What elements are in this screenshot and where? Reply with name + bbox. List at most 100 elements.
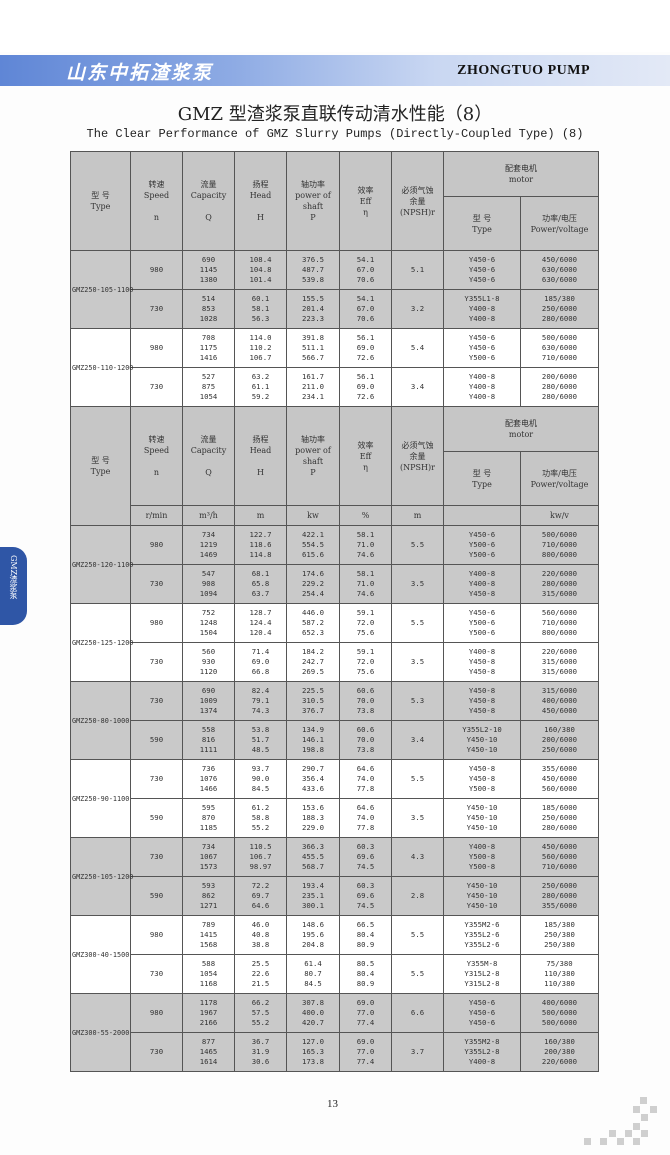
model-cell: GMZ250-120-1100 <box>70 525 133 604</box>
motor-power-cell: 200/6000 280/6000 280/6000 <box>520 367 599 407</box>
power-cell: 391.8 511.1 566.7 <box>286 328 340 368</box>
power-cell: 307.8 400.0 420.7 <box>286 993 340 1033</box>
deco-square <box>617 1138 624 1145</box>
head-cell: 66.2 57.5 55.2 <box>234 993 287 1033</box>
page-title: GMZ 型渣浆泵直联传动清水性能（8） <box>177 104 493 125</box>
eff-cell: 69.0 77.0 77.4 <box>339 1032 392 1072</box>
motor-power-cell: 315/6000 400/6000 450/6000 <box>520 681 599 721</box>
motor-power-cell: 500/6000 630/6000 710/6000 <box>520 328 599 368</box>
header-band <box>0 55 670 86</box>
header-capacity: 流量 Capacity Q <box>182 151 235 251</box>
motor-type-cell: Y450-6 Y450-6 Y450-6 <box>443 993 521 1033</box>
model-cell: GMZ250-80-1000 <box>70 681 131 760</box>
motor-power-cell: 75/380 110/380 110/380 <box>520 954 599 994</box>
table-row: 590 558 816 1111 53.8 51.7 48.5 134.9 146.1… <box>71 720 599 760</box>
speed-cell: 730 <box>130 642 183 682</box>
capacity-cell: 514 853 1028 <box>182 289 235 329</box>
head-cell: 128.7 124.4 120.4 <box>234 603 287 643</box>
capacity-cell: 547 908 1094 <box>182 564 235 604</box>
unit-cell: kw/v <box>520 505 599 526</box>
deco-square <box>633 1138 640 1145</box>
table-row: GMZ250-105-1100 980 690 1145 1380 108.4 104… <box>70 250 599 329</box>
npsh-cell: 3.5 <box>391 642 444 682</box>
npsh-cell: 4.3 <box>391 837 444 877</box>
motor-type-cell: Y355M-8 Y315L2-8 Y315L2-8 <box>443 954 521 994</box>
side-tab: GMZ渣浆泵 <box>0 547 27 625</box>
head-cell: 114.0 110.2 106.7 <box>234 328 287 368</box>
page-number: 13 <box>327 1098 338 1110</box>
capacity-cell: 734 1219 1469 <box>182 525 235 565</box>
header-row: 型 号 Type 转速 Speed n 流量 Capacity Q 扬程 Head H… <box>70 406 599 526</box>
table-row: GMZ250-80-1000 730 690 1009 1374 82.4 79.1 … <box>70 681 599 760</box>
motor-power-cell: 220/6000 315/6000 315/6000 <box>520 642 599 682</box>
capacity-cell: 527 875 1054 <box>182 367 235 407</box>
speed-cell: 590 <box>130 720 183 760</box>
power-cell: 61.4 80.7 84.5 <box>286 954 340 994</box>
eff-cell: 60.3 69.6 74.5 <box>339 837 392 877</box>
capacity-cell: 595 870 1185 <box>182 798 235 838</box>
unit-cell: % <box>339 505 392 526</box>
npsh-cell: 6.6 <box>391 993 444 1033</box>
table-row: GMZ250-110-1200 980 708 1175 1416 114.0 110… <box>70 328 599 407</box>
power-cell: 422.1 554.5 615.6 <box>286 525 340 565</box>
speed-cell: 980 <box>130 993 183 1033</box>
eff-cell: 60.3 69.6 74.5 <box>339 876 392 916</box>
header-motor-type: 型 号 Type <box>443 196 521 251</box>
table-row: GMZ250-105-1200 730 734 1067 1573 110.5 106… <box>70 837 599 916</box>
header-motor-power: 功率/电压 Power/voltage <box>520 451 599 506</box>
capacity-cell: 690 1009 1374 <box>182 681 235 721</box>
table-row: GMZ300-55-2000 980 1178 1967 2166 66.2 57.5… <box>70 993 599 1072</box>
speed-cell: 590 <box>130 798 183 838</box>
power-cell: 134.9 146.1 198.8 <box>286 720 340 760</box>
model-cell: GMZ250-105-1200 <box>70 837 133 916</box>
motor-type-cell: Y355M2-8 Y355L2-8 Y400-8 <box>443 1032 521 1072</box>
power-cell: 153.6 188.3 229.0 <box>286 798 340 838</box>
eff-cell: 66.5 80.4 80.9 <box>339 915 392 955</box>
speed-cell: 730 <box>130 367 183 407</box>
speed-cell: 980 <box>130 525 183 565</box>
head-cell: 25.5 22.6 21.5 <box>234 954 287 994</box>
npsh-cell: 5.4 <box>391 328 444 368</box>
unit-cell: m <box>234 505 287 526</box>
deco-square <box>633 1106 640 1113</box>
eff-cell: 59.1 72.0 75.6 <box>339 642 392 682</box>
power-cell: 376.5 487.7 539.8 <box>286 250 340 290</box>
speed-cell: 730 <box>130 837 183 877</box>
deco-square <box>625 1130 632 1137</box>
capacity-cell: 734 1067 1573 <box>182 837 235 877</box>
capacity-cell: 752 1248 1504 <box>182 603 235 643</box>
deco-square <box>650 1106 657 1113</box>
capacity-cell: 560 930 1120 <box>182 642 235 682</box>
power-cell: 148.6 195.6 204.8 <box>286 915 340 955</box>
head-cell: 61.2 58.8 55.2 <box>234 798 287 838</box>
npsh-cell: 3.5 <box>391 798 444 838</box>
table-row: 590 593 862 1271 72.2 69.7 64.6 193.4 235.1… <box>71 876 599 916</box>
motor-power-cell: 220/6000 280/6000 315/6000 <box>520 564 599 604</box>
header-speed: 转速 Speed n <box>130 406 183 506</box>
motor-type-cell: Y450-6 Y500-6 Y500-6 <box>443 603 521 643</box>
head-cell: 63.2 61.1 59.2 <box>234 367 287 407</box>
deco-square <box>609 1130 616 1137</box>
model-cell: GMZ250-90-1100 <box>70 759 131 838</box>
header-power: 轴功率 power of shaft P <box>286 406 340 506</box>
header-motor-type: 型 号 Type <box>443 451 521 506</box>
head-cell: 53.8 51.7 48.5 <box>234 720 287 760</box>
motor-type-cell: Y400-8 Y500-8 Y500-8 <box>443 837 521 877</box>
brand-name-en: ZHONGTUO PUMP <box>457 63 590 78</box>
motor-power-cell: 160/380 200/380 220/6000 <box>520 1032 599 1072</box>
speed-cell: 730 <box>130 564 183 604</box>
unit-cell: r/min <box>130 505 183 526</box>
header-type: 型 号 Type <box>70 151 131 251</box>
eff-cell: 56.1 69.0 72.6 <box>339 367 392 407</box>
motor-power-cell: 450/6000 560/6000 710/6000 <box>520 837 599 877</box>
motor-type-cell: Y450-8 Y450-8 Y500-8 <box>443 759 521 799</box>
table-row: 730 877 1465 1614 36.7 31.9 30.6 127.0 165.… <box>71 1032 599 1072</box>
head-cell: 82.4 79.1 74.3 <box>234 681 287 721</box>
model-cell: GMZ250-125-1200 <box>70 603 133 682</box>
header-speed: 转速 Speed n <box>130 151 183 251</box>
motor-power-cell: 560/6000 710/6000 800/6000 <box>520 603 599 643</box>
top-margin <box>0 0 670 52</box>
head-cell: 36.7 31.9 30.6 <box>234 1032 287 1072</box>
table-row: GMZ250-90-1100 730 736 1076 1466 93.7 90.0 … <box>70 759 599 838</box>
speed-cell: 730 <box>130 1032 183 1072</box>
